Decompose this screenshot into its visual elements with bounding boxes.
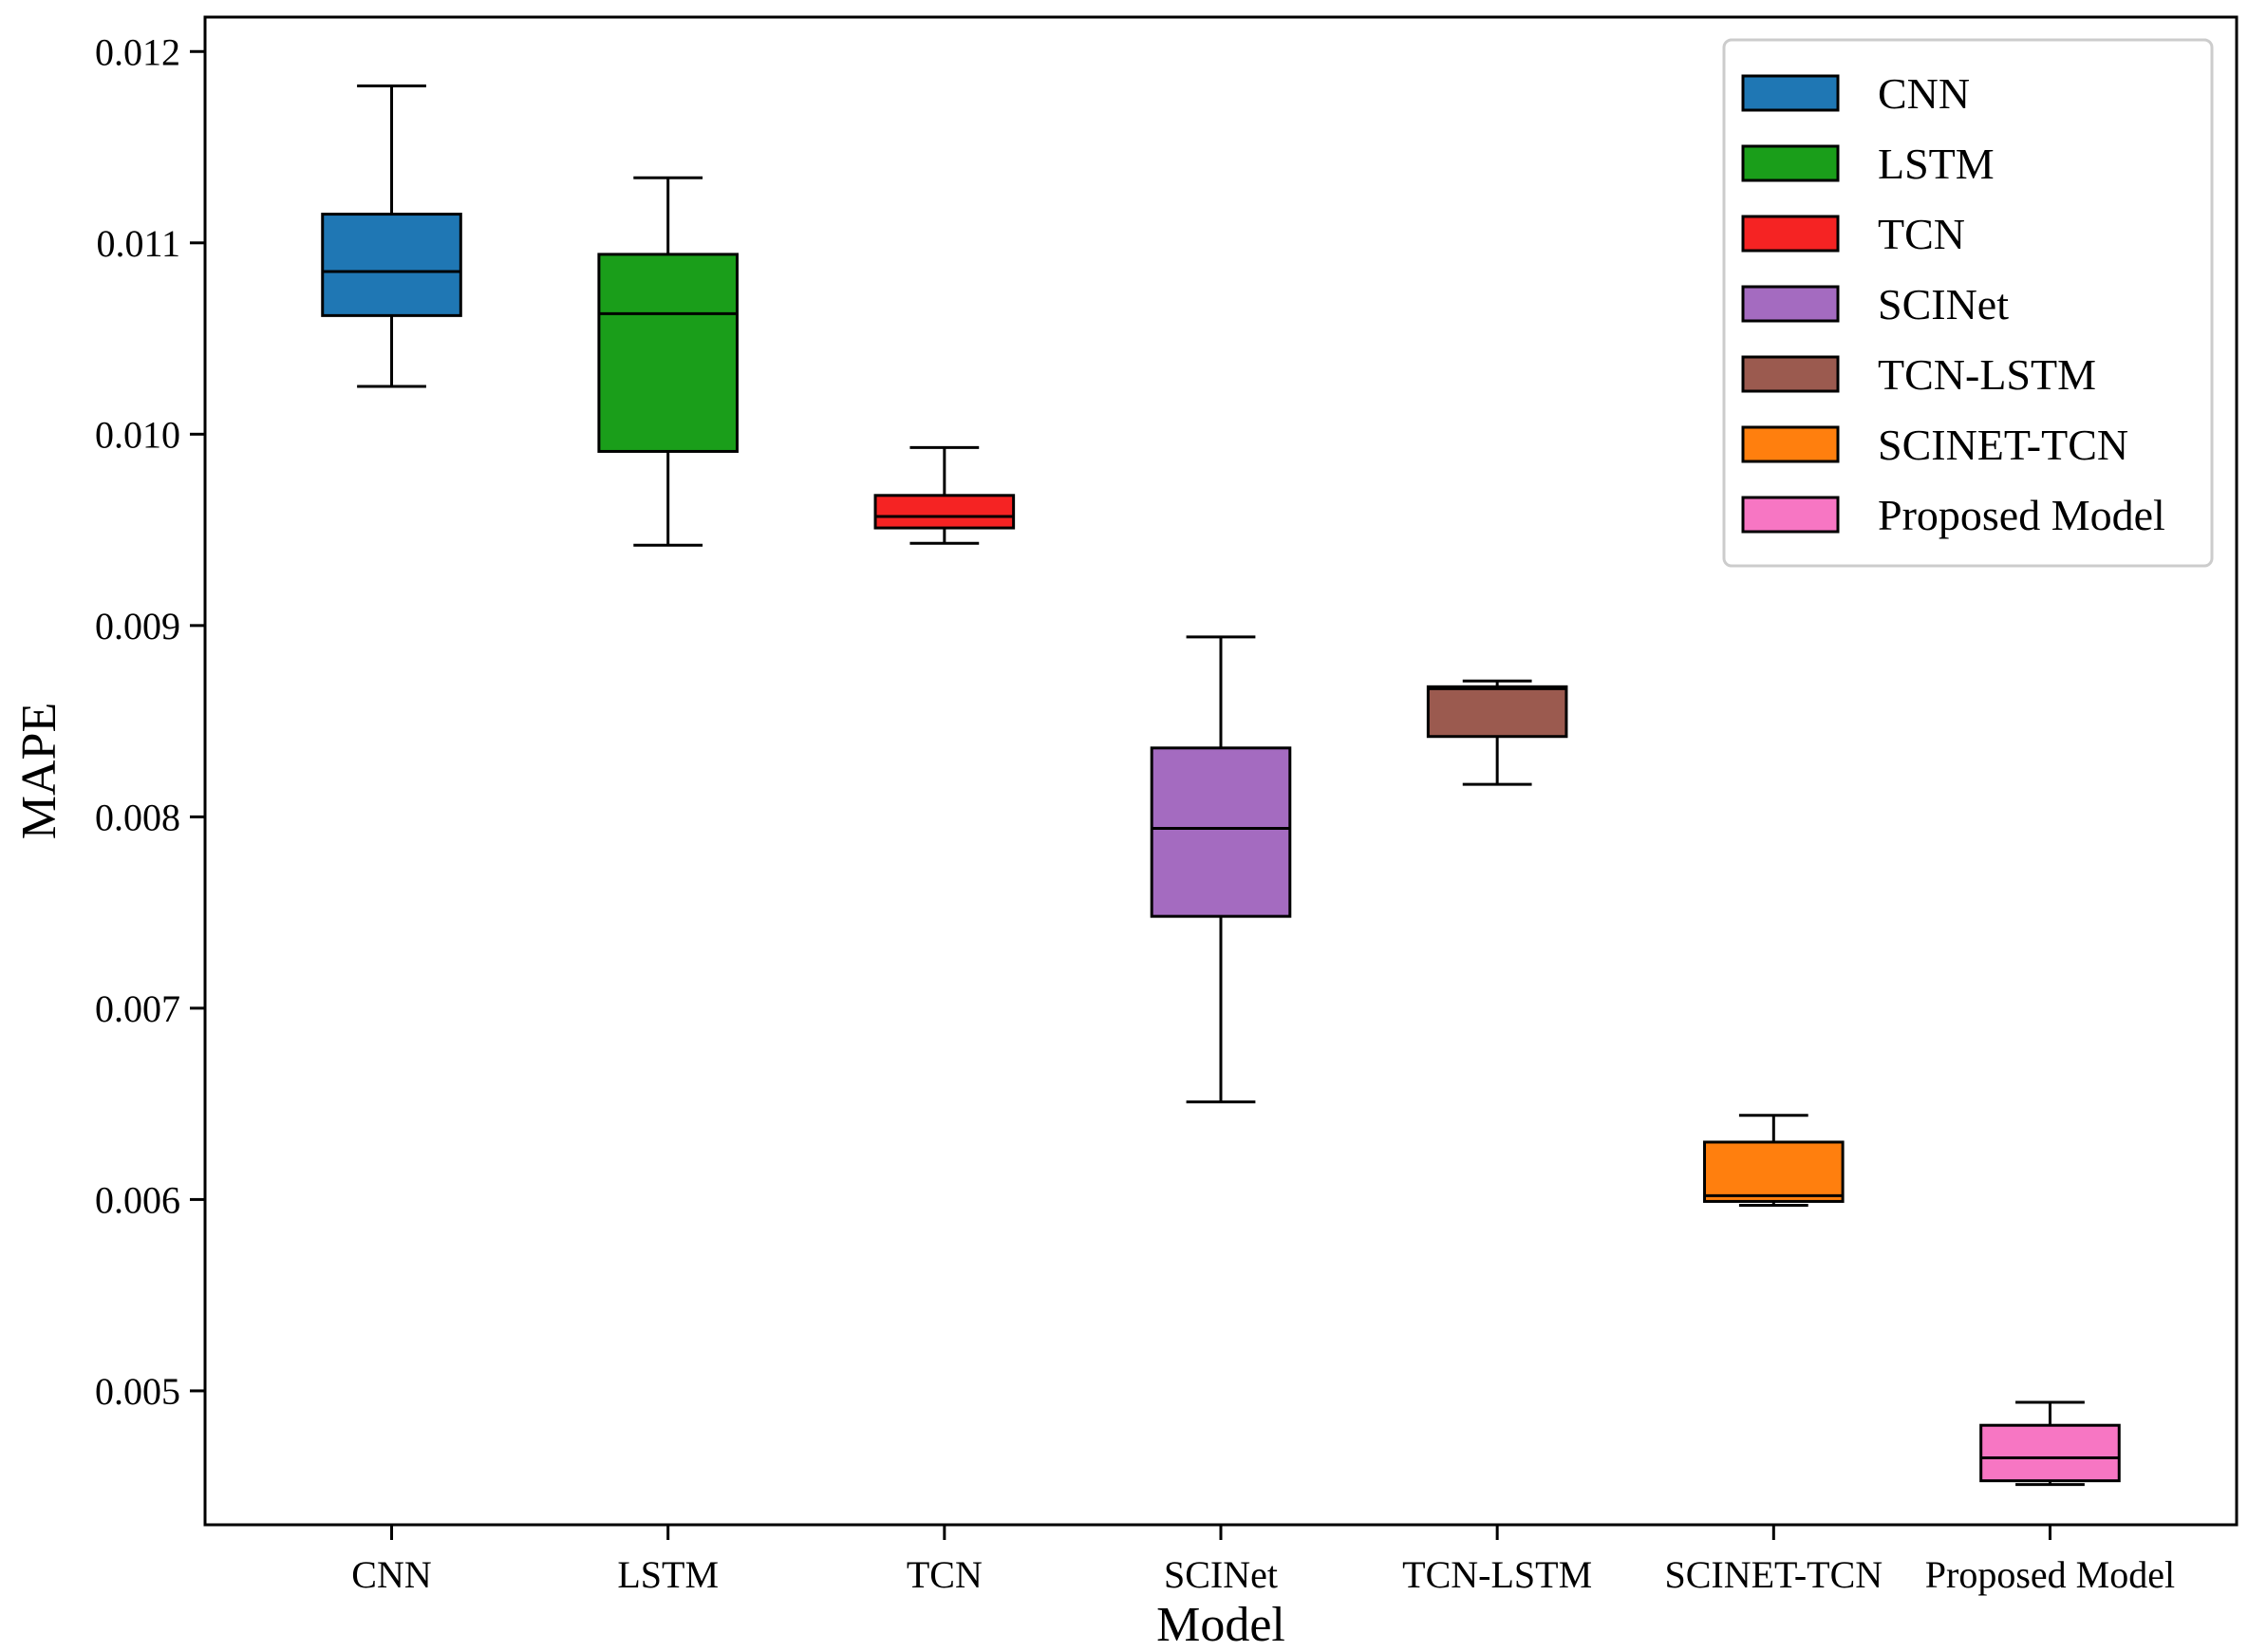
iqr-box — [597, 253, 739, 453]
y-tick-label: 0.011 — [96, 222, 180, 265]
y-tick-label: 0.008 — [95, 796, 180, 838]
y-tick-label: 0.007 — [95, 987, 180, 1030]
legend-item: TCN — [1741, 210, 1965, 258]
legend-label: LSTM — [1878, 140, 1995, 188]
legend-label: SCINET-TCN — [1878, 421, 2128, 469]
legend-swatch — [1741, 215, 1840, 253]
legend-item: SCINET-TCN — [1741, 421, 2128, 469]
legend-swatch — [1741, 355, 1840, 393]
x-axis: CNN LSTM TCN SCINet TCN-LSTM SCINET-TCN Propos… — [351, 1525, 2175, 1596]
y-axis-title: MAPE — [12, 703, 66, 839]
iqr-box — [321, 213, 462, 317]
box-scinet-tcn — [1703, 1114, 1845, 1207]
legend-item: LSTM — [1741, 140, 1995, 188]
legend-label: TCN — [1878, 210, 1965, 258]
x-tick-label: TCN — [907, 1553, 983, 1596]
legend-swatch — [1741, 144, 1840, 182]
legend-label: Proposed Model — [1878, 491, 2165, 539]
y-tick-label: 0.006 — [95, 1178, 180, 1221]
legend-item: CNN — [1741, 69, 1970, 118]
legend-swatch — [1741, 74, 1840, 112]
box-lstm — [597, 176, 739, 547]
iqr-box — [873, 494, 1016, 530]
x-tick-label: Proposed Model — [1925, 1553, 2175, 1596]
legend-swatch — [1741, 496, 1840, 534]
box-proposed-model — [1979, 1400, 2121, 1487]
y-tick-label: 0.012 — [95, 30, 180, 73]
x-tick-label: CNN — [351, 1553, 431, 1596]
x-tick-label: TCN-LSTM — [1402, 1553, 1592, 1596]
y-tick-label: 0.010 — [95, 413, 180, 456]
iqr-box — [1979, 1423, 2121, 1483]
legend-label: CNN — [1878, 69, 1970, 118]
box-cnn — [321, 84, 462, 388]
x-axis-title: Model — [1156, 1598, 1285, 1652]
x-tick-label: SCINet — [1164, 1553, 1278, 1596]
x-tick-label: SCINET-TCN — [1664, 1553, 1883, 1596]
y-tick-label: 0.009 — [95, 605, 180, 648]
y-axis: 0.005 0.006 0.007 0.008 0.009 0.010 0.011 0.012 — [95, 30, 205, 1413]
iqr-box — [1150, 746, 1292, 918]
boxes-layer — [321, 84, 2121, 1487]
y-tick-label: 0.005 — [95, 1370, 180, 1413]
box-tcn — [873, 445, 1016, 545]
legend-swatch — [1741, 285, 1840, 323]
legend: CNN LSTM TCN SCINet TCN-LSTM SCINET-TCN Propos… — [1722, 38, 2214, 568]
legend-swatch — [1741, 425, 1840, 463]
iqr-box — [1703, 1140, 1845, 1203]
legend-box — [1722, 38, 2214, 568]
box-scinet — [1150, 635, 1292, 1104]
legend-item: TCN-LSTM — [1741, 350, 2096, 399]
legend-label: TCN-LSTM — [1878, 350, 2096, 399]
iqr-box — [1426, 685, 1568, 739]
x-tick-label: LSTM — [617, 1553, 719, 1596]
box-tcn-lstm — [1426, 679, 1568, 786]
legend-item: Proposed Model — [1741, 491, 2165, 539]
legend-label: SCINet — [1878, 280, 2009, 329]
legend-item: SCINet — [1741, 280, 2009, 329]
